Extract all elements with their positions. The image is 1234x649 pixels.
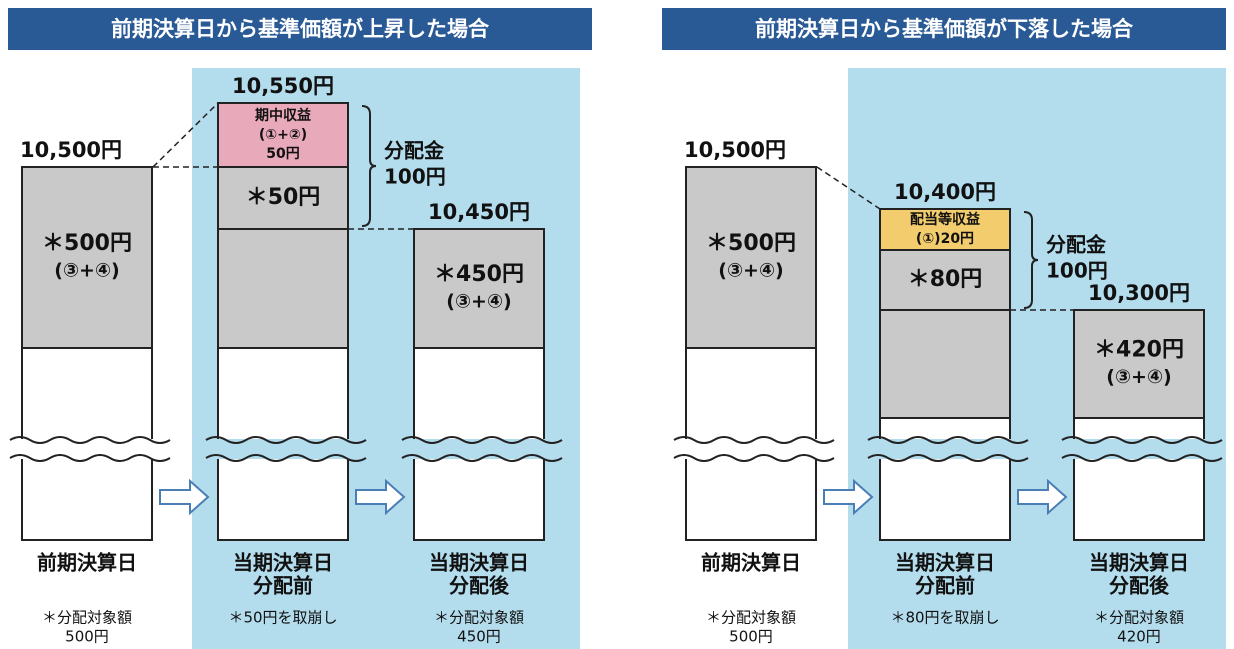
column-bottom [413,457,545,541]
highlight-text: (①)20円 [916,231,974,247]
column-bottom [879,457,1011,541]
break-wave [867,436,1029,444]
note-text: 500円 [65,628,109,646]
gray-area [21,166,153,349]
note-text: ＊分配対象額 [706,609,796,627]
highlight-text: 50円 [266,146,299,162]
break-wave [9,454,171,462]
break-wave [1061,436,1223,444]
amount-text: (③+④) [54,260,119,282]
connector [152,102,219,168]
date-label: 当期決算日 [895,551,995,575]
break-wave [867,454,1029,462]
highlight-box [879,208,1011,251]
break-wave [9,436,171,444]
gray-area [685,166,817,349]
column-bottom [685,457,817,541]
gray-area [1073,309,1205,419]
note-text: ＊分配対象額 [434,609,524,627]
amount-text: ＊80円 [908,267,983,292]
price-label: 10,500円 [684,138,786,162]
break-wave [673,454,835,462]
title-bar [662,8,1226,50]
arrow [355,478,406,516]
date-label: 分配後 [449,574,510,598]
brace [361,105,377,227]
date-label: 分配前 [253,574,313,598]
panel-title: 前期決算日から基準価額が上昇した場合 [111,17,490,41]
column-bottom [1073,457,1205,541]
highlight-box [217,102,349,168]
amount-text: ＊50円 [246,185,321,210]
break-wave [673,436,835,444]
highlight-text: (①+②) [259,127,307,143]
price-label: 10,300円 [1088,281,1190,305]
break-wave [205,454,367,462]
date-label: 当期決算日 [429,551,529,575]
connector [816,166,881,210]
column-bottom [21,457,153,541]
amount-text: ＊420円 [1094,338,1184,363]
price-label: 10,500円 [20,138,122,162]
highlight-text: 期中収益 [255,107,311,124]
title-bar [8,8,592,50]
note-text: 500円 [729,628,773,646]
gray-area [413,228,545,349]
break-wave [1061,454,1223,462]
distribution-text: 分配金 [384,139,445,163]
note-text: ＊80円を取崩し [890,609,999,627]
note-text: ＊分配対象額 [42,609,132,627]
arrow [823,478,874,516]
amount-text: ＊450円 [434,262,524,287]
amount-text: (③+④) [446,291,511,313]
amount-text: ＊500円 [42,231,132,256]
note-text: 420円 [1117,628,1161,646]
distribution-text: 100円 [384,165,446,189]
price-label: 10,450円 [428,200,530,224]
arrow [1017,478,1068,516]
note-text: ＊50円を取崩し [228,609,337,627]
price-label: 10,550円 [232,74,334,98]
distribution-text: 100円 [1046,259,1108,283]
arrow [159,478,210,516]
highlight-text: 配当等収益 [910,211,980,228]
brace [1023,211,1039,309]
date-label: 分配後 [1109,574,1170,598]
break-wave [401,454,563,462]
column-bottom [217,457,349,541]
note-text: 450円 [457,628,501,646]
date-label: 当期決算日 [233,551,333,575]
panel-title: 前期決算日から基準価額が下落した場合 [755,17,1134,41]
amount-text: (③+④) [1106,366,1171,388]
note-text: ＊分配対象額 [1094,609,1184,627]
date-label: 当期決算日 [1089,551,1189,575]
date-label: 前期決算日 [701,551,801,575]
distribution-text: 分配金 [1046,233,1107,257]
break-wave [205,436,367,444]
price-label: 10,400円 [894,180,996,204]
date-label: 前期決算日 [37,551,137,575]
date-label: 分配前 [915,574,975,598]
amount-text: ＊500円 [706,231,796,256]
break-wave [401,436,563,444]
amount-text: (③+④) [718,260,783,282]
